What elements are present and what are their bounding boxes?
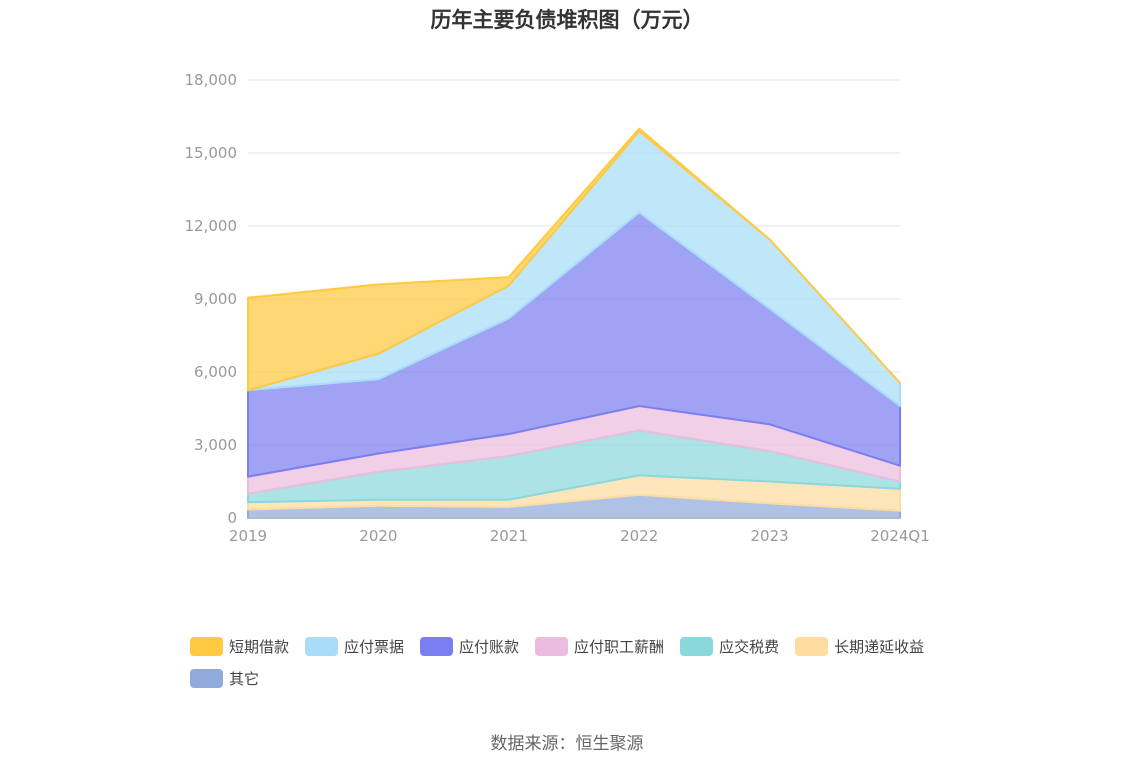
legend-swatch — [305, 636, 339, 656]
legend-swatch — [420, 636, 454, 656]
legend-item[interactable]: 应付职工薪酬 — [535, 630, 664, 662]
x-tick-label: 2024Q1 — [870, 527, 930, 545]
y-tick-label: 12,000 — [185, 217, 238, 235]
legend-label: 应付职工薪酬 — [574, 637, 665, 656]
legend-item[interactable]: 短期借款 — [190, 630, 289, 662]
legend-label: 长期递延收益 — [834, 637, 925, 656]
legend-item[interactable]: 长期递延收益 — [795, 630, 924, 662]
legend-swatch — [680, 636, 714, 656]
legend-label: 应交税费 — [719, 637, 780, 656]
legend-item[interactable]: 其它 — [190, 662, 259, 694]
area-series-短期借款 — [247, 127, 901, 392]
legend: 短期借款 应付票据 应付账款 应付职工薪酬 应交税费 长期递延收益其它 — [190, 630, 970, 694]
legend-item[interactable]: 应交税费 — [680, 630, 779, 662]
y-tick-label: 18,000 — [185, 71, 238, 89]
x-tick-label: 2020 — [359, 527, 397, 545]
stacked-area-chart: 2019 2020 2021 2022 2023 2024Q1 0 3,000 6,000 9,… — [185, 71, 930, 545]
legend-swatch — [190, 668, 223, 688]
legend-swatch — [190, 636, 223, 656]
legend-swatch — [795, 636, 829, 656]
legend-label: 短期借款 — [229, 637, 290, 656]
x-tick-label: 2021 — [490, 527, 528, 545]
x-tick-label: 2019 — [229, 527, 267, 545]
legend-item[interactable]: 应付账款 — [420, 630, 519, 662]
y-axis: 0 3,000 6,000 9,000 12,000 15,000 18,000 — [185, 71, 238, 527]
chart-title: 历年主要负债堆积图（万元） — [430, 8, 704, 32]
y-tick-label: 6,000 — [194, 363, 237, 381]
y-tick-label: 9,000 — [194, 290, 237, 308]
x-tick-label: 2023 — [751, 527, 789, 545]
legend-swatch — [535, 636, 569, 656]
x-axis: 2019 2020 2021 2022 2023 2024Q1 — [229, 517, 930, 545]
legend-label: 应付票据 — [344, 637, 405, 656]
y-tick-label: 0 — [227, 509, 237, 527]
data-source: 数据来源：恒生聚源 — [490, 734, 644, 754]
legend-item[interactable]: 应付票据 — [305, 630, 404, 662]
legend-label: 应付账款 — [459, 637, 520, 656]
x-tick-label: 2022 — [620, 527, 658, 545]
y-tick-label: 3,000 — [194, 436, 237, 454]
area-series — [247, 127, 901, 519]
legend-label: 其它 — [229, 669, 260, 688]
y-tick-label: 15,000 — [185, 144, 238, 162]
